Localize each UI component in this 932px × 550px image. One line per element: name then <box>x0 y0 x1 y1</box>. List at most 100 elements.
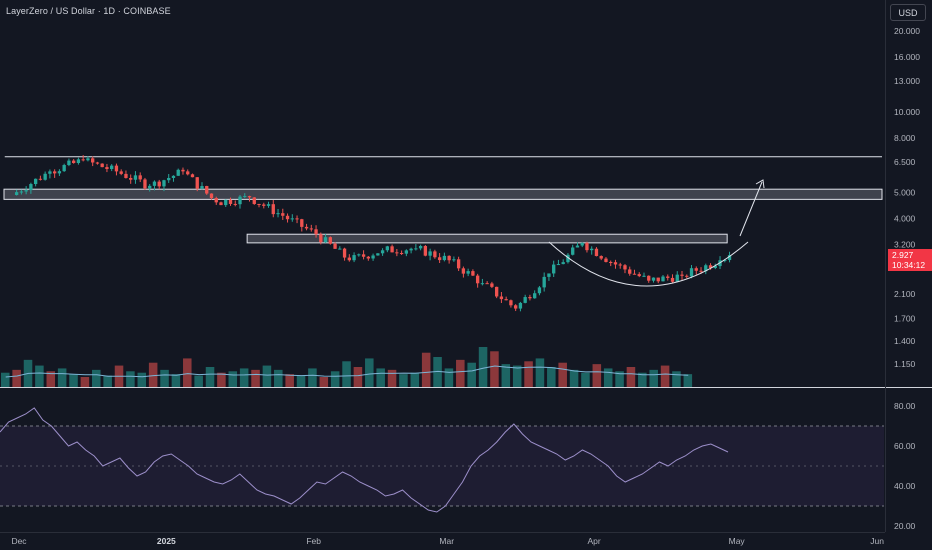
candle <box>143 177 147 190</box>
price-tick-label: 1.400 <box>894 336 916 346</box>
volume-bar <box>308 368 317 387</box>
candle <box>72 159 76 164</box>
candle <box>685 274 689 279</box>
candle <box>219 201 223 206</box>
candle <box>585 241 589 253</box>
candle <box>43 171 47 181</box>
candle <box>100 163 104 168</box>
volume-bar <box>251 369 260 387</box>
candle <box>361 250 366 260</box>
candle <box>195 177 199 192</box>
candle <box>62 163 66 172</box>
candle-body <box>338 248 342 250</box>
candle <box>409 247 413 254</box>
candle-body <box>713 266 717 269</box>
candle <box>433 249 437 259</box>
candle-body <box>300 219 304 227</box>
candle-body <box>24 190 28 192</box>
candle-body <box>200 186 204 189</box>
price-tick-label: 6.500 <box>894 157 916 167</box>
price-axis[interactable]: 20.000 16.000 13.000 10.000 8.000 6.500 5.000 4… <box>894 26 920 369</box>
price-tick-label: 1.150 <box>894 359 916 369</box>
candle <box>514 304 518 312</box>
candle-body <box>43 173 47 180</box>
candle-body <box>124 173 128 178</box>
candle <box>366 255 370 261</box>
candle-body <box>604 258 608 262</box>
candle-body <box>62 165 66 172</box>
candle <box>713 263 717 270</box>
volume-bar <box>444 368 454 387</box>
candle-body <box>571 247 575 255</box>
volume-bar <box>205 367 215 387</box>
volume-bar <box>194 375 203 387</box>
candle-body <box>418 245 423 249</box>
volume-bar <box>1 372 10 387</box>
candle <box>314 225 318 238</box>
candle <box>651 277 656 283</box>
drawing-annotations <box>548 179 765 287</box>
volume-bar <box>421 352 431 387</box>
candle-body <box>585 242 589 251</box>
candle <box>694 266 698 275</box>
currency-button[interactable]: USD <box>890 4 926 21</box>
volume-bar <box>399 374 408 387</box>
candle-body <box>162 180 166 187</box>
candle-body <box>628 269 632 274</box>
candle-body <box>100 163 104 168</box>
volume-bar <box>683 374 693 387</box>
candle-body <box>76 159 81 164</box>
candle <box>632 269 637 275</box>
candle-body <box>575 245 580 248</box>
candle-body <box>243 196 247 198</box>
volume-bar <box>80 377 90 387</box>
candle-body <box>675 274 679 282</box>
volume-bar <box>12 369 21 387</box>
candle <box>14 189 19 196</box>
candle-body <box>309 228 313 230</box>
candle-body <box>689 268 694 277</box>
candle-body <box>499 296 504 300</box>
candle <box>190 173 195 178</box>
candle <box>114 163 119 176</box>
candle <box>233 200 237 207</box>
volume-bar <box>558 362 567 387</box>
candle <box>390 244 394 253</box>
candle <box>599 255 603 261</box>
candle <box>48 169 52 179</box>
time-axis[interactable]: Dec 2025 Feb Mar Apr May Jun <box>11 536 884 546</box>
candle-body <box>214 198 218 203</box>
volume-bar <box>296 375 306 387</box>
candle-body <box>29 184 33 191</box>
candle-body <box>342 248 347 258</box>
candle-body <box>323 237 328 243</box>
candle <box>490 281 494 289</box>
candle-body <box>333 243 337 249</box>
volume-bars <box>1 347 693 387</box>
candle <box>623 264 627 274</box>
candle-body <box>537 287 542 294</box>
candle-body <box>456 259 461 269</box>
price-tick-label: 10.000 <box>894 107 920 117</box>
volume-bar <box>592 364 602 387</box>
candle <box>57 169 62 176</box>
volume-ma-line <box>5 365 689 378</box>
candle-body <box>19 191 24 193</box>
rsi-tick-label: 20.00 <box>894 521 916 531</box>
candle-body <box>704 265 708 272</box>
price-tick-label: 8.000 <box>894 133 916 143</box>
volume-bar <box>103 375 112 387</box>
volume-bar <box>342 361 351 387</box>
candle <box>105 163 109 173</box>
candle <box>561 259 565 265</box>
volume-bar <box>137 372 147 387</box>
rsi-axis[interactable]: 80.00 60.00 40.00 20.00 <box>894 401 916 531</box>
candle <box>604 257 608 263</box>
candle <box>452 256 456 262</box>
candle-body <box>613 262 618 265</box>
candle-body <box>366 256 370 259</box>
volume-bar <box>319 377 329 387</box>
candle-body <box>186 171 190 175</box>
volume-bar <box>35 365 44 387</box>
